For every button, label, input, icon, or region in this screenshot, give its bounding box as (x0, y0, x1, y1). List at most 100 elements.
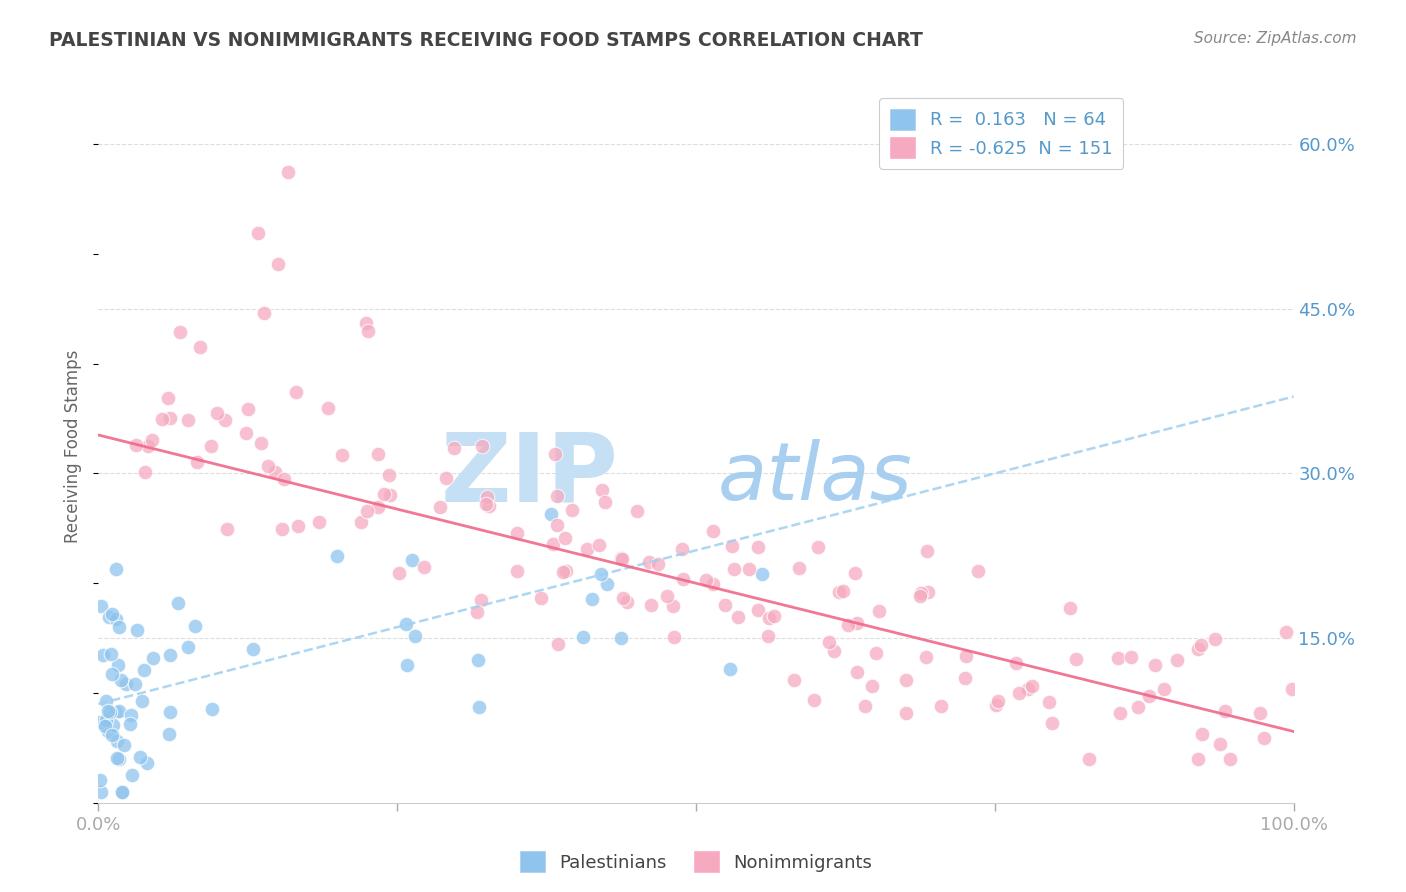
Point (1153, 681, 1175, 696)
Point (547, 637, 569, 651)
Point (1204, 632, 1226, 646)
Point (475, 497, 498, 511)
Point (1078, 752, 1101, 766)
Point (1191, 727, 1213, 741)
Point (1143, 658, 1166, 673)
Point (101, 728, 124, 742)
Legend: Palestinians, Nonimmigrants: Palestinians, Nonimmigrants (520, 851, 872, 871)
Point (90, 785, 112, 799)
Point (823, 644, 845, 658)
Point (214, 413, 236, 427)
Point (807, 541, 830, 555)
Point (505, 526, 527, 541)
Point (413, 560, 436, 574)
Point (718, 662, 741, 676)
Point (1107, 651, 1129, 665)
Point (250, 436, 273, 450)
Point (330, 448, 353, 462)
Point (506, 564, 529, 578)
Point (97, 723, 120, 738)
Point (868, 604, 890, 618)
Point (157, 391, 180, 405)
Point (141, 433, 163, 447)
Point (1137, 690, 1160, 704)
Point (373, 486, 395, 500)
Point (664, 630, 686, 644)
Point (184, 619, 207, 633)
Point (554, 531, 576, 545)
Point (671, 542, 693, 557)
Point (591, 483, 613, 498)
Point (142, 650, 165, 665)
Point (395, 616, 418, 631)
Point (108, 704, 131, 718)
Point (747, 540, 769, 554)
Point (367, 500, 389, 514)
Point (714, 598, 737, 612)
Point (131, 694, 153, 708)
Point (1008, 686, 1031, 700)
Point (235, 425, 257, 440)
Point (357, 324, 380, 338)
Point (655, 589, 678, 603)
Point (395, 657, 418, 672)
Point (915, 650, 938, 665)
Point (124, 677, 146, 691)
Point (110, 785, 132, 799)
Point (910, 586, 932, 600)
Point (89, 715, 111, 730)
Point (544, 447, 567, 461)
Point (120, 716, 142, 731)
Point (101, 607, 124, 622)
Point (167, 596, 190, 610)
Point (1208, 737, 1230, 751)
Point (287, 519, 309, 533)
Point (404, 629, 426, 643)
Point (128, 750, 150, 764)
Point (756, 629, 779, 643)
Point (588, 539, 610, 553)
Point (136, 439, 159, 453)
Point (637, 555, 659, 569)
Point (107, 658, 129, 673)
Point (1017, 682, 1039, 697)
Point (1064, 652, 1087, 666)
Point (470, 593, 492, 607)
Point (610, 631, 633, 645)
Point (247, 226, 270, 240)
Point (150, 411, 173, 425)
Point (465, 605, 488, 619)
Point (477, 490, 499, 504)
Point (561, 502, 583, 516)
Point (1040, 715, 1063, 730)
Point (110, 673, 132, 687)
Point (555, 564, 578, 578)
Point (860, 679, 883, 693)
Point (593, 494, 616, 508)
Point (186, 455, 208, 469)
Point (201, 702, 224, 716)
Point (612, 591, 634, 606)
Point (236, 401, 259, 416)
Point (553, 565, 575, 579)
Point (837, 617, 859, 632)
Point (253, 306, 276, 320)
Point (97, 704, 120, 718)
Point (478, 500, 501, 514)
Point (121, 767, 143, 781)
Point (136, 756, 159, 770)
Point (134, 465, 156, 479)
Point (104, 705, 127, 719)
Point (575, 541, 598, 556)
Point (434, 471, 457, 485)
Point (929, 699, 952, 714)
Point (267, 257, 290, 271)
Point (540, 508, 562, 522)
Point (120, 707, 142, 722)
Point (747, 603, 769, 617)
Point (467, 653, 489, 667)
Text: atlas: atlas (718, 439, 912, 517)
Text: ZIP: ZIP (440, 428, 619, 521)
Point (101, 666, 124, 681)
Point (132, 663, 155, 677)
